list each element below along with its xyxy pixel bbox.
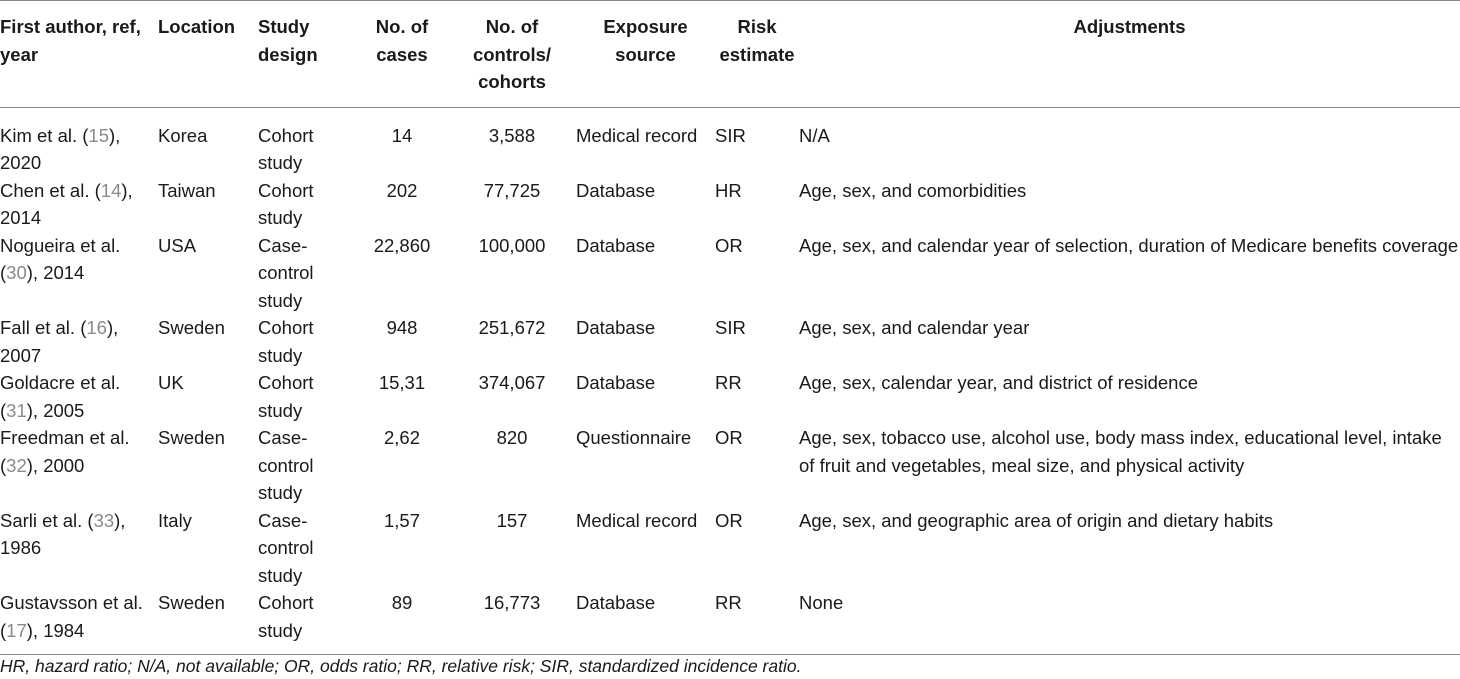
header-risk: Risk estimate xyxy=(719,16,795,65)
cell-location: Taiwan xyxy=(158,179,216,201)
cell-source: Medical record xyxy=(576,509,698,531)
cell-author: Fall et al. (16), 2007 xyxy=(0,317,119,366)
cell-location: USA xyxy=(158,234,197,256)
cell-author: Sarli et al. (33), 1986 xyxy=(0,509,126,559)
cell-adjustments: Age, sex, and comorbidities xyxy=(799,179,1027,201)
study-table-container: First author, ref, year Location Study d… xyxy=(0,0,1460,655)
cell-adjustments: None xyxy=(799,592,844,613)
header-source: Exposure source xyxy=(603,16,688,65)
reference-link[interactable]: 16 xyxy=(86,317,107,338)
reference-link[interactable]: 15 xyxy=(88,124,109,146)
table-body: Kim et al. (15), 2020 Korea Cohort study… xyxy=(0,107,1460,655)
cell-source: Medical record xyxy=(576,124,698,146)
table-row: Freedman et al. (32), 2000 Sweden Case-c… xyxy=(0,424,1460,507)
cell-controls: 16,773 xyxy=(483,592,541,613)
header-controls: No. of controls/ cohorts xyxy=(472,16,552,92)
cell-risk: HR xyxy=(715,179,742,201)
cell-controls: 820 xyxy=(496,427,528,448)
cell-author: Chen et al. (14), 2014 xyxy=(0,179,133,229)
cell-location: Italy xyxy=(158,509,192,531)
reference-link[interactable]: 32 xyxy=(6,454,27,476)
cell-design: Cohort study xyxy=(258,592,314,641)
cell-author: Nogueira et al. (30), 2014 xyxy=(0,234,121,284)
cell-risk: OR xyxy=(715,427,743,448)
cell-adjustments: N/A xyxy=(799,124,830,146)
reference-link[interactable]: 31 xyxy=(6,399,27,421)
table-row: Goldacre et al. (31), 2005 UK Cohort stu… xyxy=(0,369,1460,424)
cell-cases: 202 xyxy=(386,179,418,201)
cell-source: Database xyxy=(576,592,656,613)
cell-author: Gustavsson et al. (17), 1984 xyxy=(0,592,143,641)
cell-design: Cohort study xyxy=(258,124,314,174)
cell-controls: 374,067 xyxy=(478,372,546,393)
cell-cases: 14 xyxy=(391,124,413,146)
cell-design: Cohort study xyxy=(258,372,314,421)
table-header: First author, ref, year Location Study d… xyxy=(0,0,1460,107)
cell-design: Case-control study xyxy=(258,509,314,586)
cell-design: Cohort study xyxy=(258,317,314,366)
cell-adjustments: Age, sex, tobacco use, alcohol use, body… xyxy=(799,427,1442,476)
cell-adjustments: Age, sex, and calendar year xyxy=(799,317,1030,338)
table-row: Chen et al. (14), 2014 Taiwan Cohort stu… xyxy=(0,177,1460,232)
cell-cases: 89 xyxy=(391,592,413,613)
header-cases: No. of cases xyxy=(375,16,429,65)
header-design: Study design xyxy=(258,16,318,65)
table-row: Gustavsson et al. (17), 1984 Sweden Coho… xyxy=(0,589,1460,655)
cell-cases: 15,31 xyxy=(378,372,426,393)
cell-cases: 1,57 xyxy=(383,509,420,531)
study-characteristics-table: First author, ref, year Location Study d… xyxy=(0,0,1460,655)
cell-design: Cohort study xyxy=(258,179,314,229)
reference-link[interactable]: 30 xyxy=(6,262,27,283)
cell-adjustments: Age, sex, calendar year, and district of… xyxy=(799,372,1198,393)
header-row: First author, ref, year Location Study d… xyxy=(0,0,1460,107)
cell-controls: 100,000 xyxy=(478,234,546,256)
cell-risk: RR xyxy=(715,372,742,393)
reference-link[interactable]: 33 xyxy=(93,509,115,531)
table-row: Kim et al. (15), 2020 Korea Cohort study… xyxy=(0,107,1460,177)
cell-cases: 22,860 xyxy=(373,234,431,256)
cell-risk: RR xyxy=(715,592,742,613)
cell-location: Sweden xyxy=(158,427,225,448)
cell-location: Sweden xyxy=(158,317,225,338)
cell-controls: 251,672 xyxy=(478,317,546,338)
table-row: Fall et al. (16), 2007 Sweden Cohort stu… xyxy=(0,314,1460,369)
cell-risk: SIR xyxy=(715,317,746,338)
table-footnote: HR, hazard ratio; N/A, not available; OR… xyxy=(0,656,802,676)
cell-source: Database xyxy=(576,317,656,338)
table-row: Sarli et al. (33), 1986 Italy Case-contr… xyxy=(0,507,1460,590)
cell-source: Questionnaire xyxy=(576,427,692,448)
cell-location: UK xyxy=(158,372,184,393)
cell-source: Database xyxy=(576,372,656,393)
cell-design: Case-control study xyxy=(258,427,314,503)
cell-controls: 77,725 xyxy=(483,179,541,201)
header-location: Location xyxy=(158,16,236,37)
reference-link[interactable]: 17 xyxy=(6,619,27,641)
table-row: Nogueira et al. (30), 2014 USA Case-cont… xyxy=(0,232,1460,315)
cell-source: Database xyxy=(576,179,656,201)
cell-risk: SIR xyxy=(715,124,746,146)
header-adjustments: Adjustments xyxy=(1073,16,1186,37)
header-author: First author, ref, year xyxy=(0,16,141,65)
cell-author: Goldacre et al. (31), 2005 xyxy=(0,372,121,421)
cell-location: Sweden xyxy=(158,592,225,613)
cell-location: Korea xyxy=(158,124,208,146)
cell-design: Case-control study xyxy=(258,234,314,311)
cell-author: Freedman et al. (32), 2000 xyxy=(0,427,130,476)
cell-cases: 2,62 xyxy=(383,427,420,448)
reference-link[interactable]: 14 xyxy=(100,179,122,201)
cell-adjustments: Age, sex, and calendar year of selection… xyxy=(799,234,1459,256)
cell-source: Database xyxy=(576,234,656,256)
cell-adjustments: Age, sex, and geographic area of origin … xyxy=(799,509,1274,531)
cell-cases: 948 xyxy=(386,317,418,338)
cell-risk: OR xyxy=(715,509,743,531)
cell-risk: OR xyxy=(715,234,743,256)
cell-author: Kim et al. (15), 2020 xyxy=(0,124,121,174)
cell-controls: 157 xyxy=(496,509,528,531)
cell-controls: 3,588 xyxy=(488,124,536,146)
